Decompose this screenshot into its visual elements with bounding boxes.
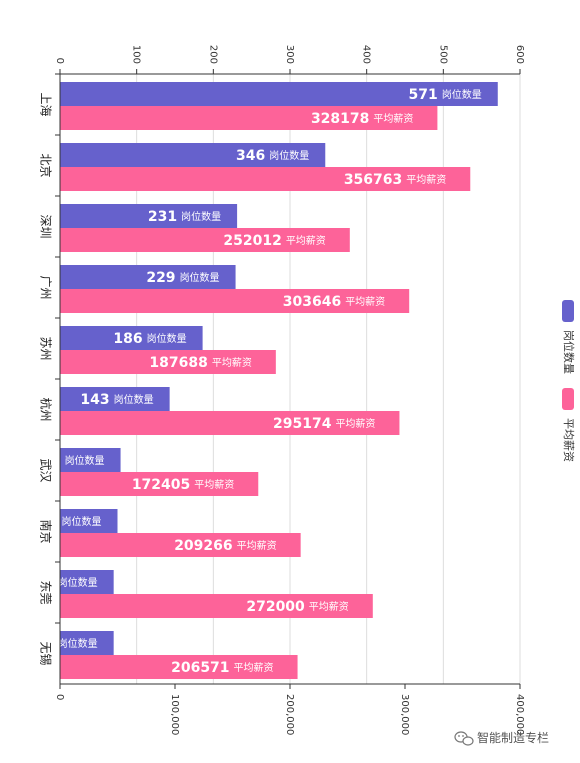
category-label: 上海 [39, 92, 54, 116]
bar-series-label: 岗位数量 [442, 88, 482, 101]
top-axis-tick-label: 300 [284, 45, 295, 64]
top-axis-tick-label: 200 [207, 45, 218, 64]
bar-job-count[interactable] [60, 509, 118, 533]
bar-value-label: 229 [146, 270, 175, 286]
bar-avg-salary[interactable] [60, 289, 410, 313]
legend-label: 岗位数量 [562, 330, 576, 374]
top-axis-tick-label: 0 [54, 58, 65, 64]
bar-series-label: 平均薪资 [237, 540, 277, 552]
bar-series-label: 平均薪资 [335, 418, 375, 430]
bar-series-label: 平均薪资 [212, 357, 252, 369]
bar-series-label: 岗位数量 [58, 576, 98, 589]
bottom-axis-tick-label: 300,000 [399, 694, 410, 735]
bar-value-label: 186 [113, 331, 142, 347]
bar-avg-salary[interactable] [60, 106, 438, 130]
bar-job-count[interactable] [60, 326, 203, 350]
bar-value-label: 571 [409, 87, 438, 103]
bar-avg-salary[interactable] [60, 533, 301, 557]
bar-series-label: 平均薪资 [373, 113, 413, 125]
bar-job-count[interactable] [60, 204, 238, 228]
bar-value-label: 206571 [171, 660, 229, 676]
category-label: 北京 [39, 153, 53, 177]
category-label: 东莞 [39, 580, 53, 604]
bar-job-count[interactable] [60, 631, 114, 655]
category-label: 杭州 [39, 397, 54, 421]
bottom-axis: 0 100,000 200,000 300,000 400,000 [54, 683, 525, 735]
bar-series-group: 571 岗位数量 328178 平均薪资 346 岗位数量 356763 平均薪资 231 岗位数… [34, 82, 498, 679]
legend-item[interactable]: 岗位数量 [562, 300, 576, 374]
bottom-axis-tick-label: 0 [54, 694, 65, 700]
bar-value-label: 231 [148, 209, 177, 225]
watermark-text: 智能制造专栏 [477, 730, 549, 745]
bar-job-count[interactable] [60, 570, 114, 594]
category-label: 无锡 [39, 641, 54, 665]
bar-series-label: 平均薪资 [286, 235, 326, 247]
top-axis: 0 100 200 300 400 500 600 [54, 45, 525, 75]
bar-series-label: 岗位数量 [65, 454, 105, 467]
bar-series-label: 平均薪资 [234, 662, 274, 674]
bar-series-label: 平均薪资 [345, 296, 385, 308]
bar-avg-salary[interactable] [60, 594, 373, 618]
bar-series-label: 岗位数量 [58, 637, 98, 650]
bar-avg-salary[interactable] [60, 350, 276, 374]
bar-job-count[interactable] [60, 387, 170, 411]
bar-value-label: 70 [34, 636, 54, 652]
bar-series-label: 岗位数量 [147, 332, 187, 345]
top-axis-tick-label: 100 [131, 45, 142, 64]
bar-series-label: 平均薪资 [309, 601, 349, 613]
legend-swatch [562, 300, 574, 322]
bar-avg-salary[interactable] [60, 228, 350, 252]
bar-job-count[interactable] [60, 265, 236, 289]
category-label: 南京 [39, 519, 54, 543]
bar-series-label: 岗位数量 [181, 210, 221, 223]
bar-job-count[interactable] [60, 82, 498, 106]
bar-value-label: 187688 [149, 355, 207, 371]
top-axis-tick-label: 400 [361, 45, 372, 64]
bar-series-label: 平均薪资 [406, 174, 446, 186]
bar-series-label: 岗位数量 [114, 393, 154, 406]
wechat-icon [454, 731, 474, 746]
bar-value-label: 356763 [344, 172, 402, 188]
bar-value-label: 209266 [174, 538, 232, 554]
bar-avg-salary[interactable] [60, 472, 259, 496]
bar-value-label: 79 [41, 453, 60, 469]
bottom-axis-tick-label: 100,000 [169, 694, 180, 735]
legend-item[interactable]: 平均薪资 [562, 388, 575, 462]
bar-value-label: 303646 [283, 294, 341, 310]
bar-value-label: 328178 [311, 111, 369, 127]
legend-swatch [562, 388, 574, 410]
bar-value-label: 70 [34, 575, 54, 591]
top-axis-tick-label: 600 [514, 45, 525, 64]
bottom-axis-tick-label: 200,000 [284, 694, 295, 735]
category-label: 苏州 [39, 336, 53, 360]
bar-series-label: 岗位数量 [180, 271, 220, 284]
top-axis-tick-label: 500 [437, 45, 448, 64]
bar-series-label: 平均薪资 [194, 479, 234, 491]
bar-avg-salary[interactable] [60, 655, 298, 679]
category-label: 广州 [39, 275, 53, 299]
bottom-axis-tick-label: 400,000 [514, 694, 525, 735]
bar-avg-salary[interactable] [60, 167, 471, 191]
watermark: 智能制造专栏 [454, 730, 549, 746]
legend-label: 平均薪资 [562, 418, 575, 462]
bar-value-label: 272000 [246, 599, 305, 615]
bar-value-label: 295174 [273, 416, 332, 432]
bar-series-label: 岗位数量 [62, 515, 102, 528]
bar-value-label: 143 [80, 392, 109, 408]
bar-value-label: 75 [38, 514, 57, 530]
bar-value-label: 172405 [132, 477, 190, 493]
bar-job-count[interactable] [60, 448, 121, 472]
bar-series-label: 岗位数量 [269, 149, 309, 162]
bar-job-count[interactable] [60, 143, 326, 167]
bar-value-label: 346 [236, 148, 265, 164]
bar-avg-salary[interactable] [60, 411, 400, 435]
category-label: 深圳 [39, 214, 53, 238]
category-label: 武汉 [39, 458, 53, 482]
bar-value-label: 252012 [223, 233, 281, 249]
